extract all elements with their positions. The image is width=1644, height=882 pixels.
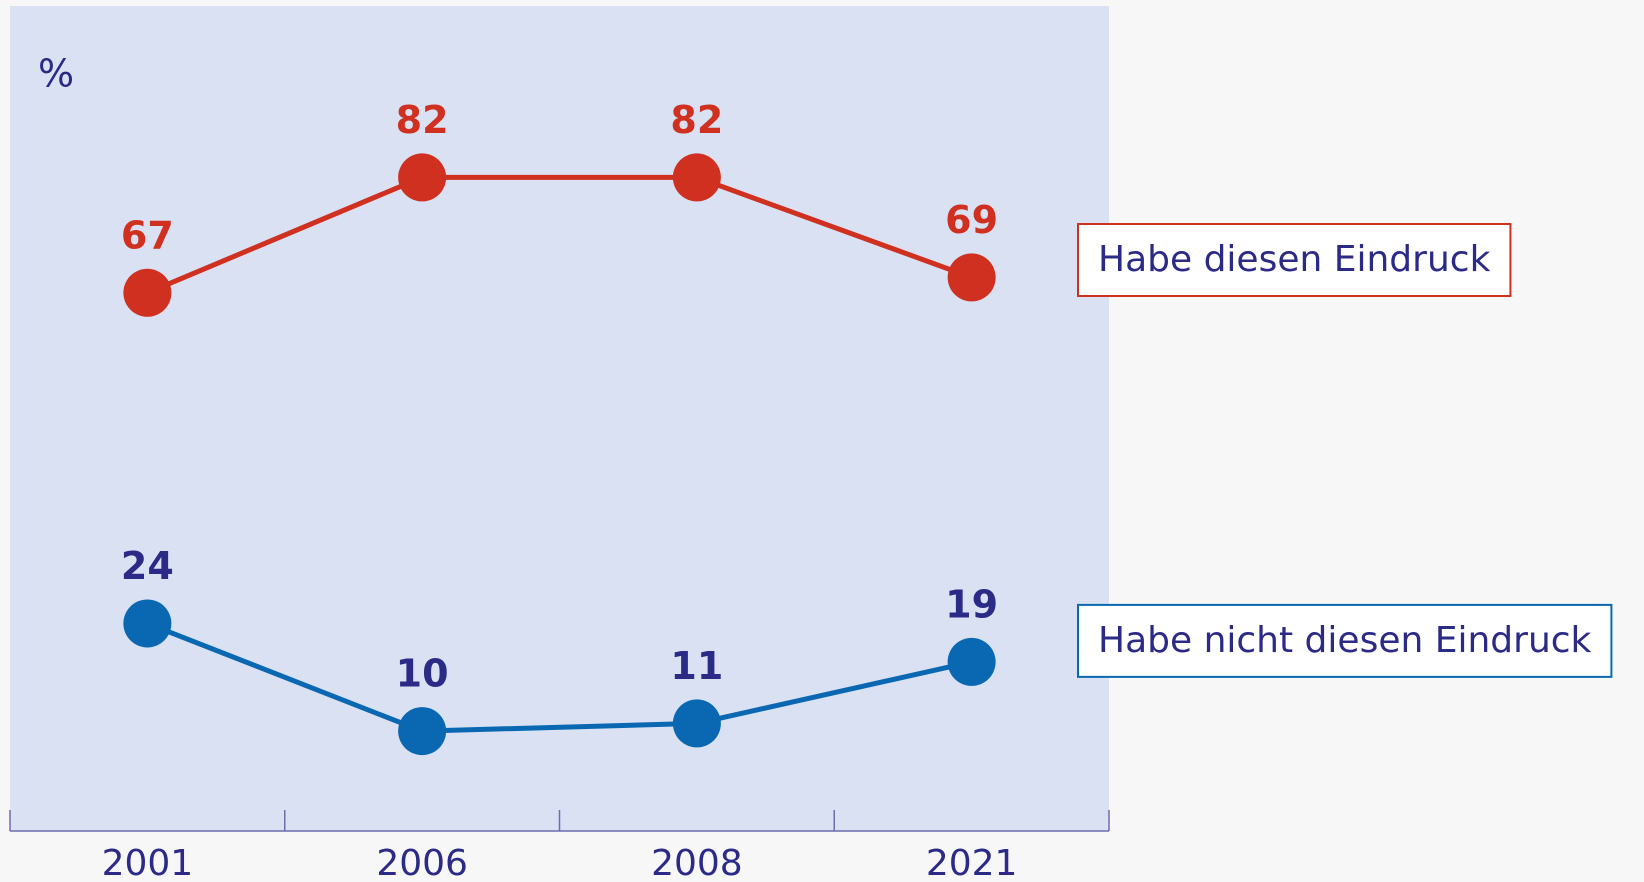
legend-box — [1077, 223, 1512, 297]
data-point — [947, 253, 996, 302]
series-line — [146, 174, 973, 296]
plot-area — [10, 6, 1109, 831]
data-label: 24 — [121, 544, 174, 588]
data-label: 69 — [945, 198, 998, 242]
data-label: 82 — [670, 98, 723, 142]
legend-box — [1077, 603, 1613, 678]
data-label: 11 — [670, 644, 723, 688]
data-point — [398, 707, 447, 756]
data-point — [398, 153, 447, 202]
data-point — [947, 637, 996, 686]
x-tick-label: 2021 — [926, 843, 1018, 882]
x-tick-label: 2006 — [376, 843, 468, 882]
series-line — [146, 621, 973, 734]
data-point — [123, 268, 172, 317]
data-label: 82 — [396, 98, 449, 142]
data-point — [672, 153, 721, 202]
y-axis-label: % — [38, 52, 74, 96]
data-point — [672, 699, 721, 748]
legend-label: Habe diesen Eindruck — [1098, 239, 1491, 280]
data-label: 10 — [396, 652, 449, 696]
x-tick-label: 2008 — [651, 843, 743, 882]
data-point — [123, 599, 172, 648]
data-label: 19 — [945, 582, 998, 626]
x-tick-label: 2001 — [102, 843, 194, 882]
data-label: 67 — [121, 213, 174, 257]
legend-label: Habe nicht diesen Eindruck — [1098, 620, 1592, 661]
